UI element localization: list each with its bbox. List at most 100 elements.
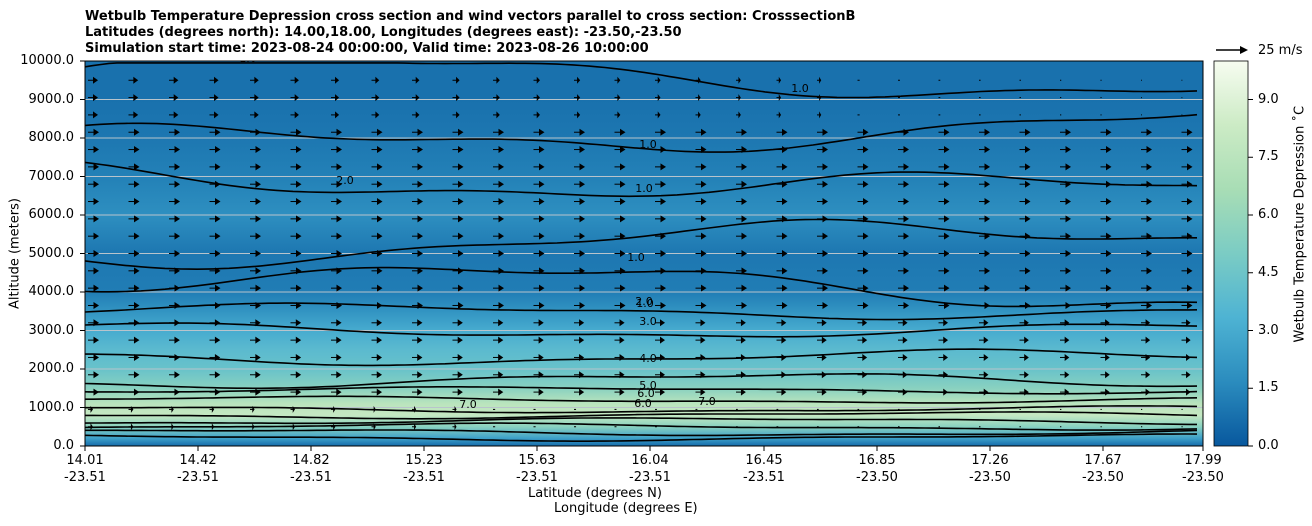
wind-vector-head <box>539 250 545 257</box>
wind-vector-head <box>215 163 221 171</box>
wind-vector-head <box>215 250 221 257</box>
wind-vectors <box>88 76 1193 431</box>
wind-vector-head <box>1106 128 1112 136</box>
contour-line <box>85 417 1197 426</box>
wind-vector-head <box>336 232 342 240</box>
wind-vector-head <box>336 301 342 309</box>
x-tick-lat: 14.42 <box>179 453 217 468</box>
wind-vector-head <box>1187 163 1193 171</box>
wind-vector-head <box>133 76 139 84</box>
x-tick-lon: -23.51 <box>629 470 671 485</box>
contour-line <box>85 302 1198 321</box>
wind-vector-head <box>457 353 463 361</box>
wind-vector-head <box>1145 353 1151 361</box>
wind-vector-head <box>1187 284 1193 292</box>
colorbar <box>1213 60 1249 447</box>
contour-label: 7.0 <box>459 398 477 411</box>
x-tick-lat: 14.82 <box>292 453 330 468</box>
wind-vector-head <box>417 336 423 344</box>
wind-vector-head <box>863 215 869 223</box>
wind-vector-head <box>296 301 302 309</box>
wind-vector-head <box>903 128 909 136</box>
x-tick-label: 17.67 -23.50 <box>1068 452 1138 486</box>
wind-vector-head <box>781 371 787 379</box>
wind-vector-head <box>1106 180 1112 188</box>
wind-vector-head <box>657 76 661 84</box>
wind-vector-head <box>458 267 464 275</box>
wind-vector-head <box>375 111 380 119</box>
wind-vector-head <box>498 388 504 396</box>
wind-vector-head <box>903 250 909 257</box>
wind-vector-head <box>255 215 261 223</box>
wind-vector-head <box>456 94 460 102</box>
wind-vector-head <box>296 128 302 136</box>
wind-vector-head <box>539 180 545 188</box>
wind-vector-head <box>1146 301 1152 309</box>
contour-label: 6.0 <box>637 387 655 400</box>
wind-vector-head <box>255 353 261 361</box>
wind-vector-head <box>417 371 423 379</box>
wind-vector-head <box>1065 146 1071 154</box>
x-tick-label: 14.42 -23.51 <box>163 452 233 486</box>
wind-vector-head <box>255 250 261 257</box>
wind-vector-head <box>782 301 788 309</box>
wind-vector-head <box>822 250 828 257</box>
wind-vector-head <box>496 94 500 102</box>
wind-vector-head <box>822 128 828 136</box>
wind-vector-head <box>902 336 908 344</box>
wind-vector-head <box>1106 250 1112 257</box>
wind-vector-head <box>254 76 259 84</box>
wind-vector-head <box>579 267 585 275</box>
x-tick-lat: 16.04 <box>631 453 669 468</box>
wind-vector-head <box>336 163 342 171</box>
wind-vector-head <box>984 284 990 292</box>
wind-vector-head <box>903 284 909 292</box>
wind-vector-head <box>738 94 741 102</box>
contour-label: 3.0 <box>639 315 657 328</box>
wind-vector-head <box>620 250 626 257</box>
wind-vector-head <box>498 336 504 344</box>
wind-vector-head <box>93 353 99 361</box>
wind-vector-head <box>1025 284 1031 292</box>
contour-line <box>85 113 1198 153</box>
wind-vector-head <box>296 232 302 240</box>
wind-vector-head <box>296 250 302 257</box>
x-tick-label: 15.23 -23.51 <box>389 452 459 486</box>
wind-vector-head <box>171 423 174 431</box>
wind-vector-head <box>577 111 581 119</box>
wind-vector-head <box>1145 336 1151 344</box>
wind-vector-head <box>983 388 989 396</box>
wind-vector-head <box>458 232 464 240</box>
wind-vector-head <box>539 301 545 309</box>
wind-vector-head <box>1106 232 1112 240</box>
wind-vector-head <box>698 76 701 84</box>
wind-vector-head <box>255 267 261 275</box>
contour-line <box>85 322 1198 338</box>
wind-vector-head <box>821 336 827 344</box>
wind-vector-head <box>740 336 746 344</box>
wind-vector-head <box>1145 371 1151 379</box>
wind-vector-head <box>215 198 221 206</box>
wind-vector-head <box>698 111 701 119</box>
wind-vector-head <box>133 336 140 344</box>
wind-vector-head <box>1065 301 1071 309</box>
wind-vector-head <box>984 301 990 309</box>
wind-vector-head <box>134 232 140 240</box>
wind-vector-head <box>336 336 342 344</box>
wind-vector-head <box>619 319 625 327</box>
wind-vector-head <box>620 128 626 136</box>
wind-vector-head <box>93 267 99 275</box>
wind-vector-head <box>93 388 99 396</box>
wind-vector-head <box>1187 180 1193 188</box>
x-tick-lon: -23.50 <box>856 470 898 485</box>
wind-vector-head <box>620 232 626 240</box>
wind-vector-head <box>701 284 707 292</box>
wind-vector-head <box>417 319 423 327</box>
wind-vector-head <box>1145 319 1151 327</box>
wind-vector-head <box>174 301 180 309</box>
wind-vector-head <box>1146 198 1152 206</box>
wind-vector-head <box>134 180 140 188</box>
wind-vector-head <box>944 180 950 188</box>
wind-vector-head <box>458 128 464 136</box>
wind-vector-head <box>93 111 98 119</box>
